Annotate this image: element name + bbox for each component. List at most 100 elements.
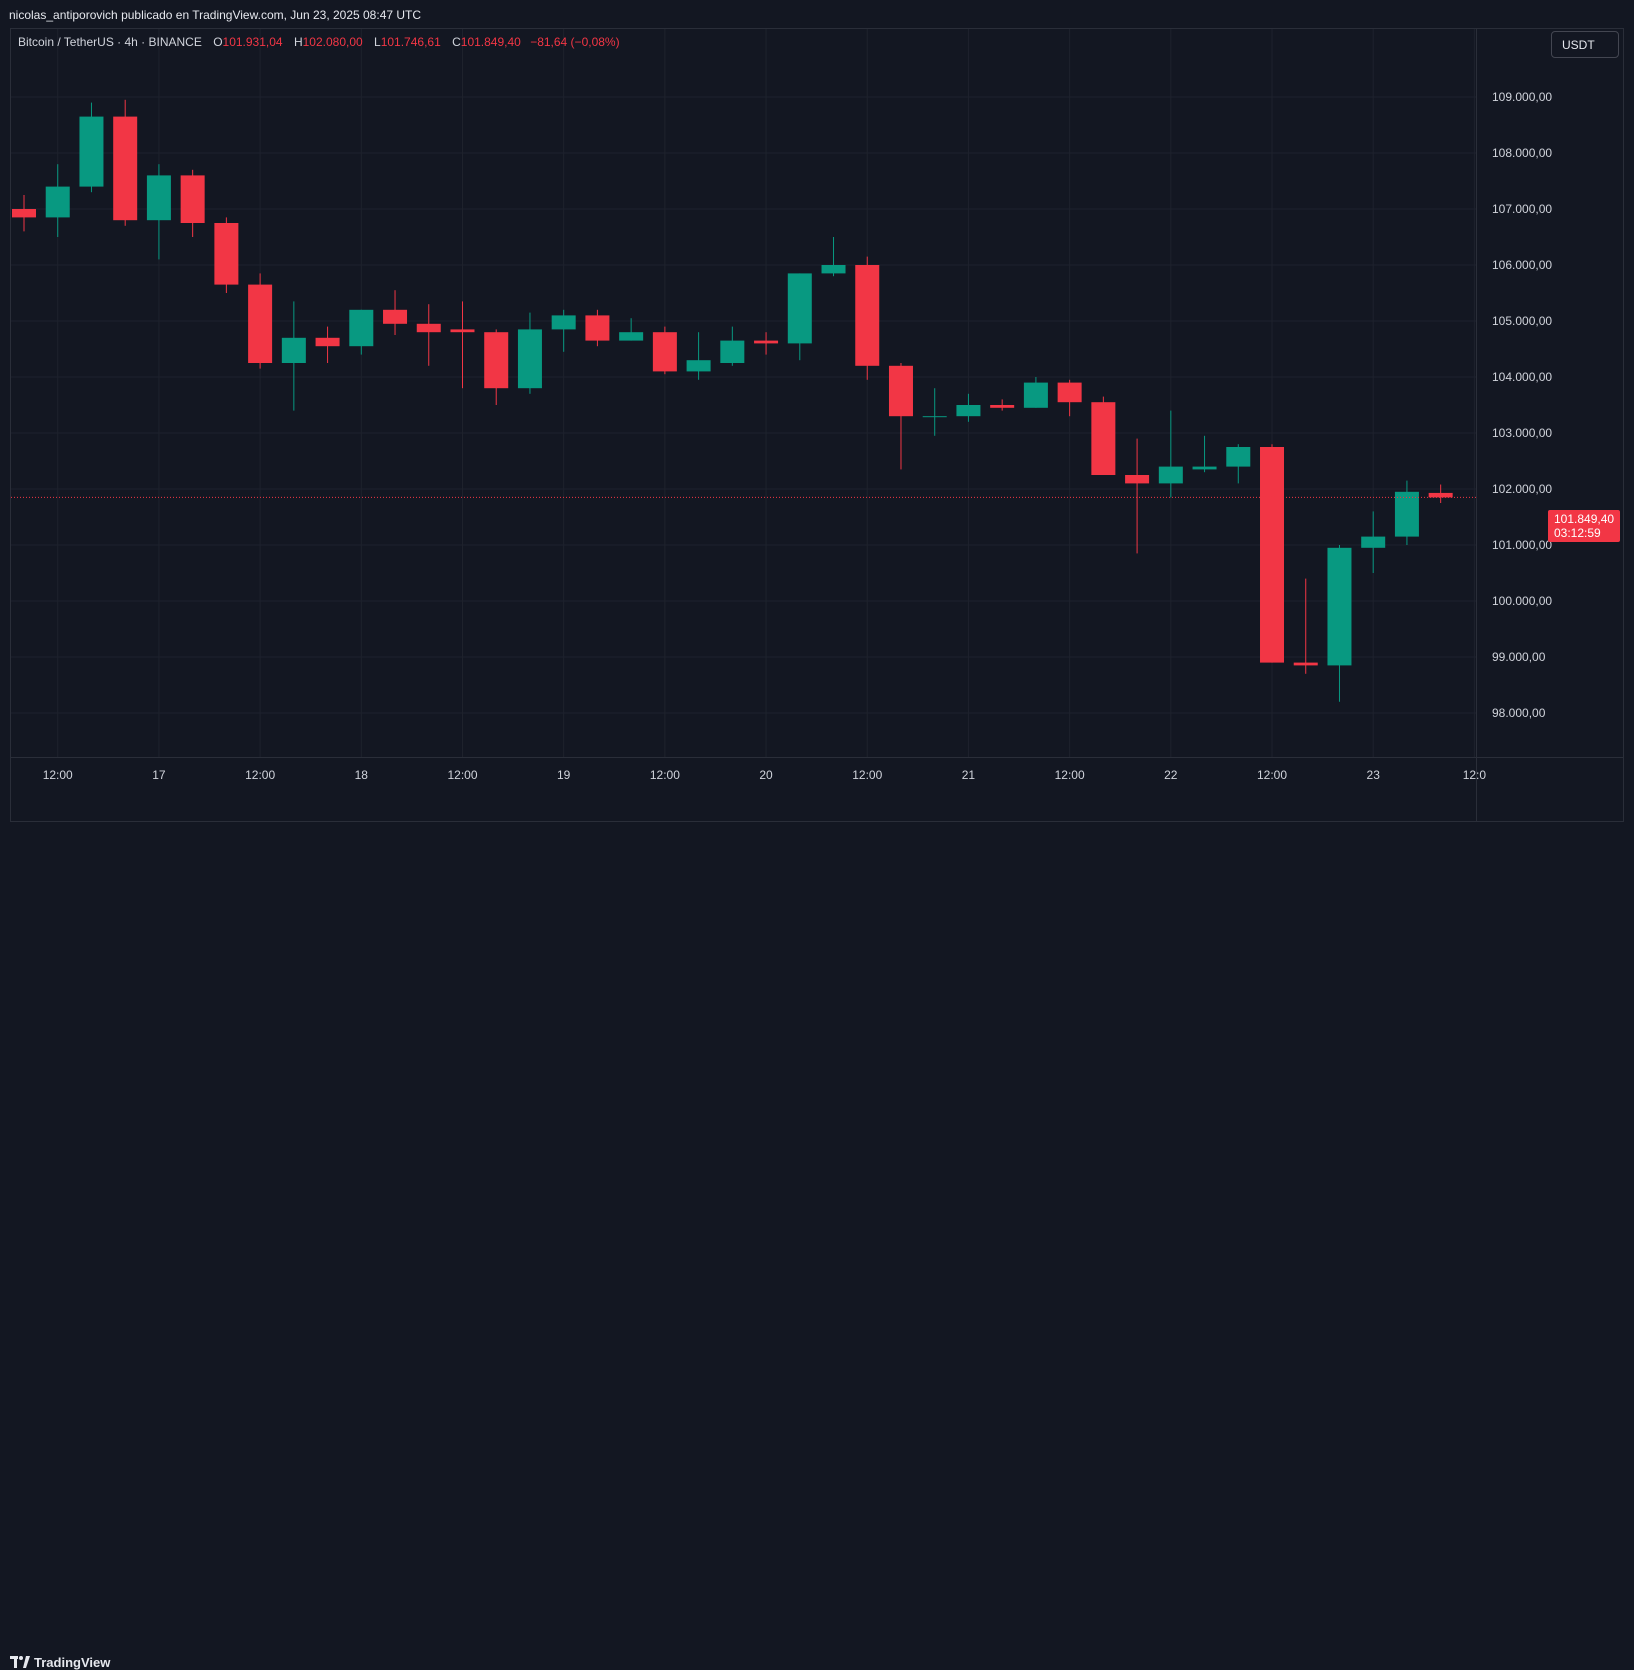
candle-body (1057, 382, 1082, 403)
candle (1125, 438, 1150, 554)
candle (79, 102, 104, 193)
x-tick-label: 18 (355, 768, 369, 782)
y-tick-label: 99.000,00 (1492, 650, 1546, 664)
candle-body (1394, 491, 1419, 537)
candle (956, 393, 981, 422)
candle-body (45, 186, 70, 218)
y-tick-label: 106.000,00 (1492, 258, 1552, 272)
candle (787, 273, 812, 361)
candle (416, 304, 441, 366)
bar-countdown: 03:12:59 (1554, 526, 1601, 540)
candle (146, 164, 171, 260)
x-tick-label: 17 (152, 768, 166, 782)
tradingview-logo-text: TradingView (34, 1655, 111, 1670)
low-label: L (374, 35, 381, 49)
symbol-legend: Bitcoin / TetherUS · 4h · BINANCE O101.9… (18, 35, 620, 49)
close-label: C (452, 35, 461, 49)
candle-body (281, 337, 306, 363)
candle-body (888, 365, 913, 417)
candle-body (1327, 547, 1352, 666)
candle-body (787, 273, 812, 344)
candle-body (1260, 447, 1285, 663)
candle-body (214, 223, 239, 285)
candle (1091, 396, 1116, 475)
candle-body (551, 315, 576, 330)
candle-body (1192, 466, 1217, 470)
x-tick-label: 23 (1367, 768, 1381, 782)
candle-body (113, 116, 138, 221)
x-tick-label: 19 (557, 768, 571, 782)
candlestick-chart[interactable]: 98.000,0099.000,00100.000,00101.000,0010… (0, 0, 1634, 822)
candle-body (1226, 447, 1251, 467)
candle-body (720, 340, 745, 363)
high-label: H (293, 35, 303, 49)
y-tick-label: 109.000,00 (1492, 90, 1552, 104)
candle (1428, 484, 1453, 503)
candle (821, 237, 846, 277)
candle-body (383, 309, 408, 324)
candle-body (248, 284, 273, 363)
low-value: 101.746,61 (380, 35, 441, 49)
candle-body (1293, 662, 1318, 666)
candle-body (315, 337, 340, 347)
candle (1057, 379, 1082, 417)
candle-body (1361, 536, 1386, 548)
y-tick-label: 98.000,00 (1492, 706, 1546, 720)
candle (450, 301, 475, 389)
candle (855, 256, 880, 380)
y-tick-label: 108.000,00 (1492, 146, 1552, 160)
candle (1394, 480, 1419, 545)
candle (45, 164, 70, 237)
candle-body (79, 116, 104, 187)
chart-frame[interactable] (10, 28, 1624, 822)
candle (888, 363, 913, 470)
x-tick-label: 12:0 (1463, 768, 1487, 782)
y-tick-label: 107.000,00 (1492, 202, 1552, 216)
candle-body (484, 332, 509, 389)
currency-button[interactable]: USDT (1551, 31, 1619, 58)
candle-body (1125, 475, 1150, 484)
high-value: 102.080,00 (302, 35, 363, 49)
change-value: −81,64 (−0,08%) (530, 35, 620, 49)
candle-body (956, 405, 981, 417)
candle-body (12, 209, 36, 218)
candle-body (1023, 382, 1048, 408)
candle-body (1091, 402, 1116, 475)
footer: TradingView (0, 822, 1634, 1670)
candle-body (652, 332, 677, 372)
y-tick-label: 104.000,00 (1492, 370, 1552, 384)
open-label: O (213, 35, 223, 49)
candle-body (416, 323, 441, 333)
candle (383, 290, 408, 335)
x-tick-label: 22 (1164, 768, 1178, 782)
candle-body (450, 329, 475, 333)
candle (517, 312, 542, 394)
candle (1226, 444, 1251, 484)
candle (551, 309, 576, 352)
candle (349, 309, 374, 355)
candle (990, 399, 1015, 411)
candle (754, 332, 779, 355)
candle (113, 99, 138, 226)
publish-info: nicolas_antiporovich publicado en Tradin… (9, 8, 422, 22)
candle (1260, 444, 1285, 663)
y-tick-label: 102.000,00 (1492, 482, 1552, 496)
x-tick-label: 12:00 (650, 768, 680, 782)
y-tick-label: 100.000,00 (1492, 594, 1552, 608)
tradingview-logo-icon (10, 1656, 30, 1668)
top-bar: nicolas_antiporovich publicado en Tradin… (0, 0, 1634, 28)
candle (12, 195, 36, 232)
x-tick-label: 12:00 (852, 768, 882, 782)
candle-body (1428, 492, 1453, 498)
x-tick-label: 12:00 (1257, 768, 1287, 782)
tradingview-logo[interactable]: TradingView (10, 1655, 110, 1670)
candle (585, 309, 610, 347)
candle-body (1158, 466, 1183, 484)
candle (922, 388, 947, 436)
x-tick-label: 12:00 (447, 768, 477, 782)
candle (484, 329, 509, 405)
candle-body (517, 329, 542, 389)
x-tick-label: 12:00 (1055, 768, 1085, 782)
candle (1327, 545, 1352, 702)
last-price-value: 101.849,40 (1554, 512, 1615, 526)
